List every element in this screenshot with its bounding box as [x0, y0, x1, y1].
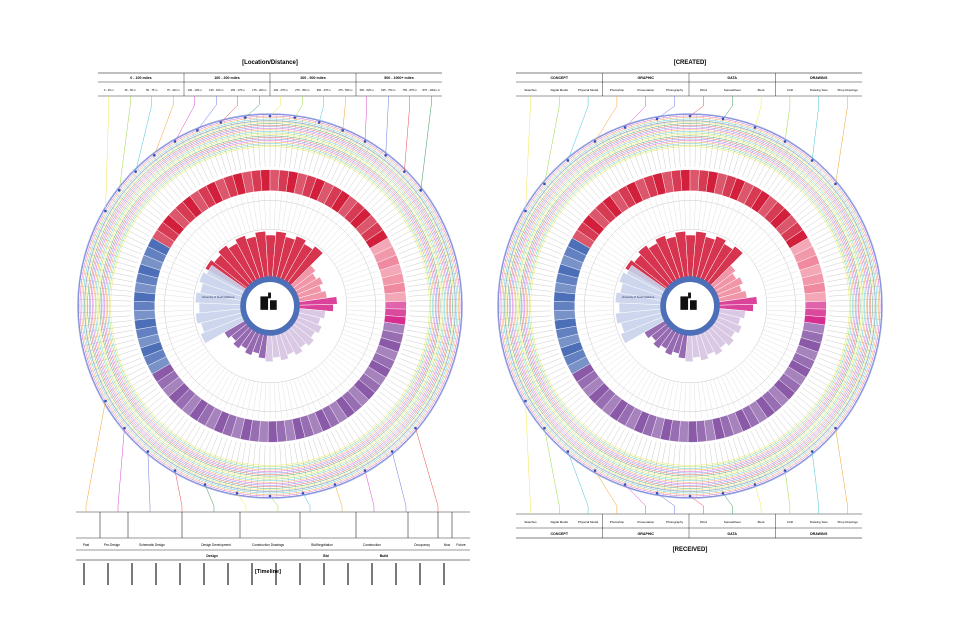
distance-range-label: 100 - 125 m — [188, 88, 203, 92]
received-item-label: Shop Drawings — [837, 520, 858, 524]
right-title-received: [RECEIVED] — [673, 547, 708, 553]
distance-range-label: 50 - 75 m — [146, 88, 158, 92]
timeline-phase-label: Construction — [363, 543, 381, 547]
distance-range-label: 475 - 500 m — [338, 88, 353, 92]
created-group-label: CONCEPT — [550, 76, 568, 80]
right-footer: Sketches Digital Model Physical Model Photo… — [516, 513, 862, 553]
right-title-created: [CREATED] — [674, 60, 707, 66]
distance-range-label: 625 - 750 m — [381, 88, 396, 92]
distance-range-label: 150 - 175 m — [231, 88, 246, 92]
created-group-label: DATA — [728, 76, 738, 80]
distance-range-label: 125 - 150 m — [209, 88, 224, 92]
received-item-label: Drawing Sets — [810, 520, 828, 524]
created-item-label: Book — [758, 88, 765, 92]
middle-segment-ring — [553, 169, 827, 443]
created-item-label: Photoshop — [610, 88, 625, 92]
timeline-group-label: Build — [380, 554, 388, 558]
building-icon — [260, 292, 277, 310]
timeline-phase-label: Bid/Negotiation — [311, 543, 333, 547]
distance-group-label: 200 - 500 miles — [300, 76, 325, 80]
created-item-label: Spreadsheet — [724, 88, 741, 92]
left-title: [Location/Distance] — [242, 60, 298, 66]
created-item-label: Drawing Sets — [810, 88, 828, 92]
distance-range-label: 350 - 475 m — [317, 88, 332, 92]
distance-group-label: 100 - 200 miles — [214, 76, 239, 80]
received-item-label: Book — [758, 520, 765, 524]
distance-range-label: 75 - 100 m — [167, 88, 181, 92]
created-item-label: Presentation — [637, 88, 654, 92]
received-item-label: Digital Model — [551, 520, 569, 524]
received-item-label: CAD — [787, 520, 794, 524]
received-item-label: Photoshop — [610, 520, 625, 524]
inner-spoke-ring — [576, 192, 804, 420]
created-item-label: CAD — [787, 88, 794, 92]
timeline-phase-label: Pre-Design — [104, 543, 120, 547]
timeline-phase-label: Design Development — [201, 543, 231, 547]
timeline-phase-label: Schematic Design — [139, 543, 165, 547]
distance-range-label: 200 - 275 m — [274, 88, 289, 92]
created-item-label: Digital Model — [551, 88, 569, 92]
timeline-phase-label: Occupancy — [414, 543, 430, 547]
left-header: [Location/Distance] 0 - 100 miles 100 - 2… — [98, 60, 442, 97]
received-item-label: Photography — [666, 520, 684, 524]
center-institution-label: University of South Alabama — [202, 295, 235, 299]
timeline-group-label: Bid — [323, 554, 328, 558]
distance-range-label: 275 - 350 m — [295, 88, 310, 92]
inner-category-wedges — [614, 230, 758, 362]
received-group-label: DATA — [728, 532, 738, 536]
distance-range-label: 175 - 200 m — [252, 88, 267, 92]
timeline-phase-label: Past — [83, 543, 89, 547]
center-institution-label: University of South Alabama — [622, 295, 655, 299]
right-radial-diagram: University of South Alabama — [497, 96, 883, 514]
right-header: [CREATED] CONCEPT GRAPHIC DATA DRAWING Sket… — [516, 60, 862, 97]
distance-range-label: 875 - 1000+ m — [423, 88, 441, 92]
timeline-group-label: Design — [206, 554, 217, 558]
inner-category-wedges — [194, 230, 338, 362]
building-icon — [680, 292, 697, 310]
timeline-panel: Past Pre-Design Schematic Design Design Dev… — [76, 511, 470, 585]
distance-range-label: 750 - 875 m — [403, 88, 418, 92]
middle-segment-ring — [133, 169, 407, 443]
distance-range-label: 0 - 25 m — [104, 88, 115, 92]
outer-connection-rings — [497, 113, 883, 499]
received-item-label: Spreadsheet — [724, 520, 741, 524]
created-item-label: Physical Model — [578, 88, 599, 92]
received-item-label: Presentation — [637, 520, 654, 524]
timeline-phase-label: Future — [456, 543, 465, 547]
distance-group-label: 0 - 100 miles — [130, 76, 151, 80]
received-item-label: Sketches — [524, 520, 537, 524]
created-group-label: GRAPHIC — [637, 76, 654, 80]
received-item-label: Word — [700, 520, 707, 524]
created-item-label: Sketches — [524, 88, 537, 92]
created-item-label: Word — [700, 88, 707, 92]
distance-range-label: 500 - 625 m — [360, 88, 375, 92]
distance-range-label: 25 - 50 m — [125, 88, 137, 92]
timeline-title: [Timeline] — [255, 569, 281, 575]
created-item-label: Photography — [666, 88, 684, 92]
inner-spoke-ring — [156, 192, 384, 420]
distance-group-label: 500 - 1000+ miles — [384, 76, 413, 80]
received-group-label: CONCEPT — [550, 532, 568, 536]
timeline-phase-label: Now — [444, 543, 451, 547]
received-group-label: GRAPHIC — [637, 532, 654, 536]
received-item-label: Physical Model — [578, 520, 599, 524]
created-item-label: Shop Drawings — [837, 88, 858, 92]
left-radial-diagram: University of South Alabama — [77, 96, 463, 512]
received-group-label: DRAWING — [810, 532, 828, 536]
created-group-label: DRAWING — [810, 76, 828, 80]
timeline-phase-label: Construction Drawings — [252, 543, 284, 547]
